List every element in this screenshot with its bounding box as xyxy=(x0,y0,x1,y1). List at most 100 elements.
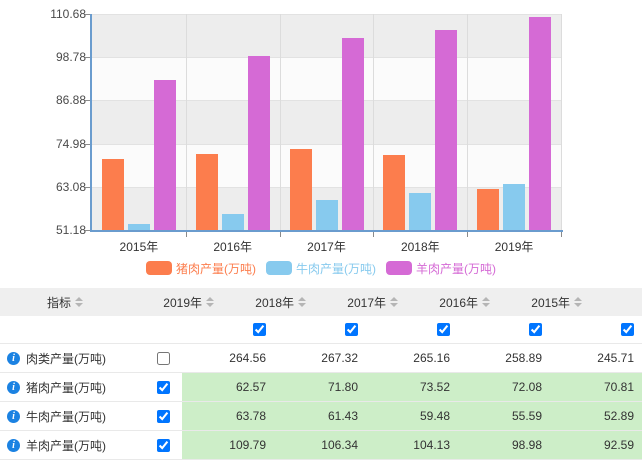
legend-item[interactable]: 牛肉产量(万吨) xyxy=(266,260,376,277)
x-axis-tick xyxy=(185,232,187,237)
row-checkbox[interactable] xyxy=(156,351,170,365)
legend-item[interactable]: 猪肉产量(万吨) xyxy=(146,260,256,277)
value-cell: 63.78 xyxy=(182,402,274,430)
gridline-vertical xyxy=(373,14,375,230)
empty-cell xyxy=(130,316,182,343)
sort-down-arrow-icon xyxy=(75,303,83,307)
chart-bar[interactable] xyxy=(101,158,124,230)
row-checkbox[interactable] xyxy=(156,380,170,394)
y-axis-label: 98.78 xyxy=(55,50,86,65)
column-checkbox-cell xyxy=(458,316,550,343)
row-label: 猪肉产量(万吨) xyxy=(26,380,106,395)
sort-up-arrow-icon xyxy=(298,297,306,301)
column-header-metric[interactable]: 指标 xyxy=(0,288,130,316)
column-header-year[interactable]: 2015年 xyxy=(498,288,590,316)
chart-bar[interactable] xyxy=(383,155,406,230)
sort-icon[interactable] xyxy=(206,297,214,307)
info-icon[interactable]: i xyxy=(7,438,20,452)
chart-bar[interactable] xyxy=(153,79,176,230)
y-axis-tick xyxy=(85,57,90,59)
chart-bar[interactable] xyxy=(529,17,552,230)
column-header-year[interactable]: 2016年 xyxy=(406,288,498,316)
column-header-label: 2016年 xyxy=(439,295,478,310)
metric-label-cell: i 肉类产量(万吨) xyxy=(0,344,130,372)
column-checkbox[interactable] xyxy=(529,323,542,336)
metric-label-cell: i 羊肉产量(万吨) xyxy=(0,431,130,459)
chart-bar[interactable] xyxy=(289,148,312,230)
chart-bar[interactable] xyxy=(127,223,150,230)
column-checkbox[interactable] xyxy=(253,323,266,336)
sort-up-arrow-icon xyxy=(482,297,490,301)
column-checkbox[interactable] xyxy=(621,323,634,336)
info-icon[interactable]: i xyxy=(7,351,20,365)
gridline-horizontal xyxy=(92,57,561,59)
y-axis-label: 110.68 xyxy=(50,7,86,21)
x-axis-label: 2016年 xyxy=(213,240,253,254)
column-checkbox-cell xyxy=(366,316,458,343)
legend-item[interactable]: 羊肉产量(万吨) xyxy=(386,260,496,277)
chart-bar[interactable] xyxy=(409,192,432,230)
column-header-label: 2015年 xyxy=(531,295,570,310)
column-checkbox[interactable] xyxy=(345,323,358,336)
value-cell: 62.57 xyxy=(182,373,274,401)
chart-bar[interactable] xyxy=(315,199,338,230)
chart-bar[interactable] xyxy=(435,29,458,230)
legend-label: 猪肉产量(万吨) xyxy=(176,261,256,276)
info-icon[interactable]: i xyxy=(7,409,20,423)
metric-label-cell: i 牛肉产量(万吨) xyxy=(0,402,130,430)
row-checkbox[interactable] xyxy=(156,409,170,423)
sort-icon[interactable] xyxy=(75,297,83,307)
gridline-vertical xyxy=(185,14,187,230)
x-axis-label: 2017年 xyxy=(307,240,346,254)
sort-down-arrow-icon xyxy=(206,303,214,307)
table-row: i 肉类产量(万吨) 264.56 267.32 265.16 258.89 245.71 xyxy=(0,344,642,373)
y-axis-tick xyxy=(85,143,90,145)
sort-icon[interactable] xyxy=(574,297,582,307)
value-cell: 70.81 xyxy=(550,373,642,401)
chart-bar[interactable] xyxy=(195,154,218,230)
sort-down-arrow-icon xyxy=(390,303,398,307)
gridline-vertical xyxy=(561,14,562,230)
x-axis-label: 2019年 xyxy=(494,240,534,254)
plot-band xyxy=(92,14,561,58)
table-row: i 羊肉产量(万吨) 109.79 106.34 104.13 98.98 92.59 xyxy=(0,431,642,460)
column-checkbox[interactable] xyxy=(437,323,450,336)
empty-cell xyxy=(0,316,130,343)
column-header-label: 2017年 xyxy=(347,295,386,310)
y-axis-tick xyxy=(85,186,90,188)
sort-up-arrow-icon xyxy=(206,297,214,301)
y-axis-label: 63.08 xyxy=(55,179,86,194)
column-checkbox-row xyxy=(0,316,642,344)
sort-up-arrow-icon xyxy=(574,297,582,301)
column-header-label: 2018年 xyxy=(255,295,294,310)
value-cell: 265.16 xyxy=(413,351,450,365)
x-axis-tick xyxy=(373,232,375,237)
value-cell: 72.08 xyxy=(458,373,550,401)
column-header-label: 2019年 xyxy=(163,295,202,310)
column-header-year[interactable]: 2017年 xyxy=(314,288,406,316)
value-cell: 245.71 xyxy=(597,351,634,365)
chart-bar[interactable] xyxy=(247,56,270,230)
sort-icon[interactable] xyxy=(390,297,398,307)
sort-down-arrow-icon xyxy=(574,303,582,307)
gridline-horizontal xyxy=(92,186,561,188)
column-checkbox-cell xyxy=(274,316,366,343)
chart-bar[interactable] xyxy=(503,184,526,230)
sort-icon[interactable] xyxy=(298,297,306,307)
row-checkbox-cell xyxy=(130,402,182,430)
indicator-table: 指标 2019年 2018年 2017年 2016年 2015年 i 肉类产量(万吨) 264.… xyxy=(0,288,642,460)
info-icon[interactable]: i xyxy=(7,380,20,394)
row-label: 牛肉产量(万吨) xyxy=(26,409,106,424)
row-label: 肉类产量(万吨) xyxy=(26,351,106,366)
column-header-year[interactable]: 2018年 xyxy=(222,288,314,316)
y-axis-tick xyxy=(85,14,90,15)
column-header-year[interactable]: 2019年 xyxy=(130,288,222,316)
chart-bar[interactable] xyxy=(221,213,244,230)
row-checkbox[interactable] xyxy=(156,438,170,452)
sort-down-arrow-icon xyxy=(298,303,306,307)
sort-down-arrow-icon xyxy=(482,303,490,307)
chart-bar[interactable] xyxy=(477,188,500,230)
chart-bar[interactable] xyxy=(341,37,364,230)
sort-icon[interactable] xyxy=(482,297,490,307)
